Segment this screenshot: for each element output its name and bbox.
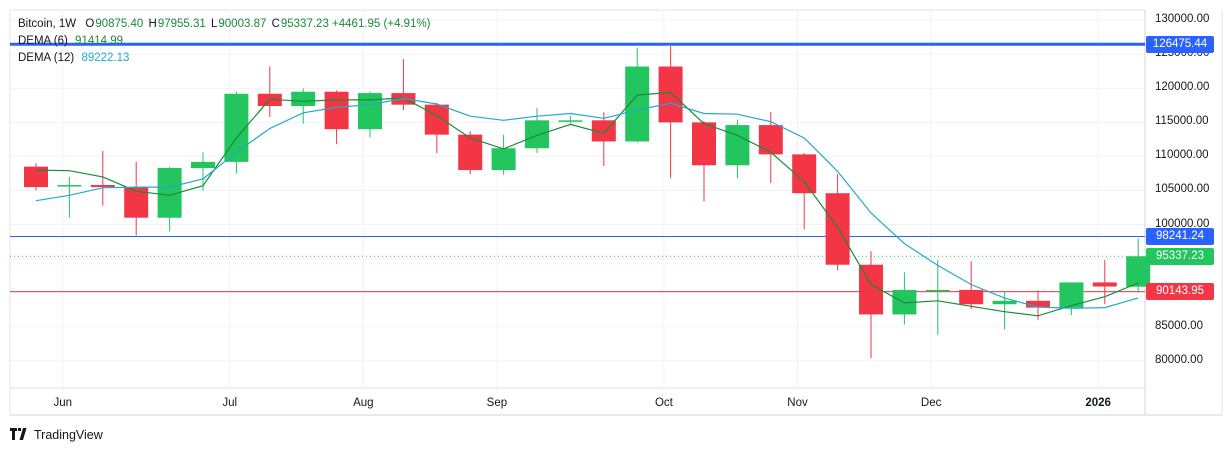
candle (157, 166, 182, 232)
price-label: 126475.44 (1146, 35, 1214, 53)
y-tick-label: 105000.00 (1155, 183, 1210, 196)
y-tick-label: 100000.00 (1155, 217, 1210, 230)
candle-body (291, 91, 316, 107)
dema6-label: DEMA (6) (18, 35, 68, 47)
candle (324, 90, 349, 145)
x-tick-label: Jul (222, 397, 238, 409)
candle (90, 150, 115, 206)
price-label: 98241.24 (1146, 228, 1214, 246)
price-label: 95337.23 (1146, 247, 1214, 265)
close-key: C (271, 18, 280, 30)
tradingview-logo-icon (10, 427, 30, 443)
candle-body (1092, 282, 1117, 287)
y-tick-label: 80000.00 (1155, 353, 1203, 366)
high-key: H (148, 18, 157, 30)
dema-lines (35, 91, 1139, 317)
candle-body (458, 134, 483, 171)
y-tick-label: 115000.00 (1155, 115, 1209, 128)
x-tick-label: Jun (53, 397, 72, 409)
candle-body (90, 185, 115, 188)
change-value: +4461.95 (+4.91%) (332, 18, 431, 30)
brand[interactable]: TradingView (10, 427, 103, 443)
candle (1059, 282, 1084, 316)
candle (191, 152, 215, 191)
dema12-label: DEMA (12) (18, 52, 75, 64)
candle-body (825, 193, 850, 265)
x-tick-label: Dec (920, 397, 942, 409)
candle (224, 91, 249, 174)
candle-body (992, 300, 1017, 305)
grid (10, 10, 1145, 388)
candle (725, 119, 750, 179)
brand-name: TradingView (34, 428, 103, 442)
dema12-line (35, 97, 1139, 309)
candle-body (925, 289, 950, 292)
dema6-value: 91414.99 (75, 35, 124, 47)
low-value: 90003.87 (218, 18, 267, 30)
candle-body (525, 120, 549, 149)
candle (1026, 290, 1050, 320)
candle (859, 251, 883, 359)
open-key: O (85, 18, 95, 30)
candle (491, 134, 516, 175)
candle-body (1026, 300, 1050, 308)
candle-body (558, 120, 583, 122)
candle (658, 46, 683, 179)
horizontal-lines (10, 42, 1145, 293)
dema6-row[interactable]: DEMA (6) 91414.99 (18, 33, 431, 50)
x-tick-label: Nov (787, 397, 808, 409)
candle (591, 112, 616, 166)
dema6-line (35, 91, 1139, 317)
candle-body (191, 161, 215, 169)
candle (24, 163, 48, 191)
candle-body (959, 289, 984, 305)
candle-body (358, 93, 382, 130)
candle (558, 115, 583, 124)
candle-body (424, 104, 449, 135)
candle (792, 153, 817, 230)
dema12-value: 89222.13 (81, 52, 130, 64)
ohlc-row: Bitcoin, 1W O90875.40 H97955.31 L90003.8… (18, 16, 431, 33)
candle-body (491, 148, 516, 171)
candle (424, 102, 449, 154)
candle-body (725, 125, 750, 166)
y-tick-label: 130000.00 (1155, 13, 1210, 26)
symbol-label: Bitcoin, 1W (18, 18, 77, 30)
x-tick-label: 2026 (1085, 397, 1111, 409)
price-label: 90143.95 (1146, 283, 1214, 301)
x-tick-label: Aug (353, 397, 374, 409)
candle (358, 91, 382, 138)
x-tick-label: Oct (654, 397, 673, 409)
candle-body (24, 166, 48, 188)
candle (525, 108, 549, 154)
candle (692, 121, 716, 202)
high-value: 97955.31 (157, 18, 206, 30)
dema12-row[interactable]: DEMA (12) 89222.13 (18, 50, 431, 67)
candle (959, 261, 984, 309)
candle-body (658, 66, 683, 123)
candle (925, 259, 950, 335)
x-tick-label: Sep (486, 397, 508, 409)
candles (24, 46, 1151, 359)
y-tick-label: 120000.00 (1155, 81, 1210, 94)
legend: Bitcoin, 1W O90875.40 H97955.31 L90003.8… (18, 16, 431, 67)
candle-body (324, 91, 349, 130)
low-key: L (210, 18, 218, 30)
y-tick-label: 110000.00 (1155, 149, 1209, 162)
candle-body (758, 125, 783, 155)
candle (825, 174, 850, 271)
close-value: 95337.23 (280, 18, 329, 30)
candle (291, 88, 316, 124)
y-tick-label: 85000.00 (1155, 319, 1203, 332)
candle (57, 176, 82, 218)
candle (1092, 259, 1117, 305)
open-value: 90875.40 (95, 18, 144, 30)
candle-body (57, 185, 82, 187)
candle-body (692, 122, 716, 166)
candle (758, 112, 783, 183)
